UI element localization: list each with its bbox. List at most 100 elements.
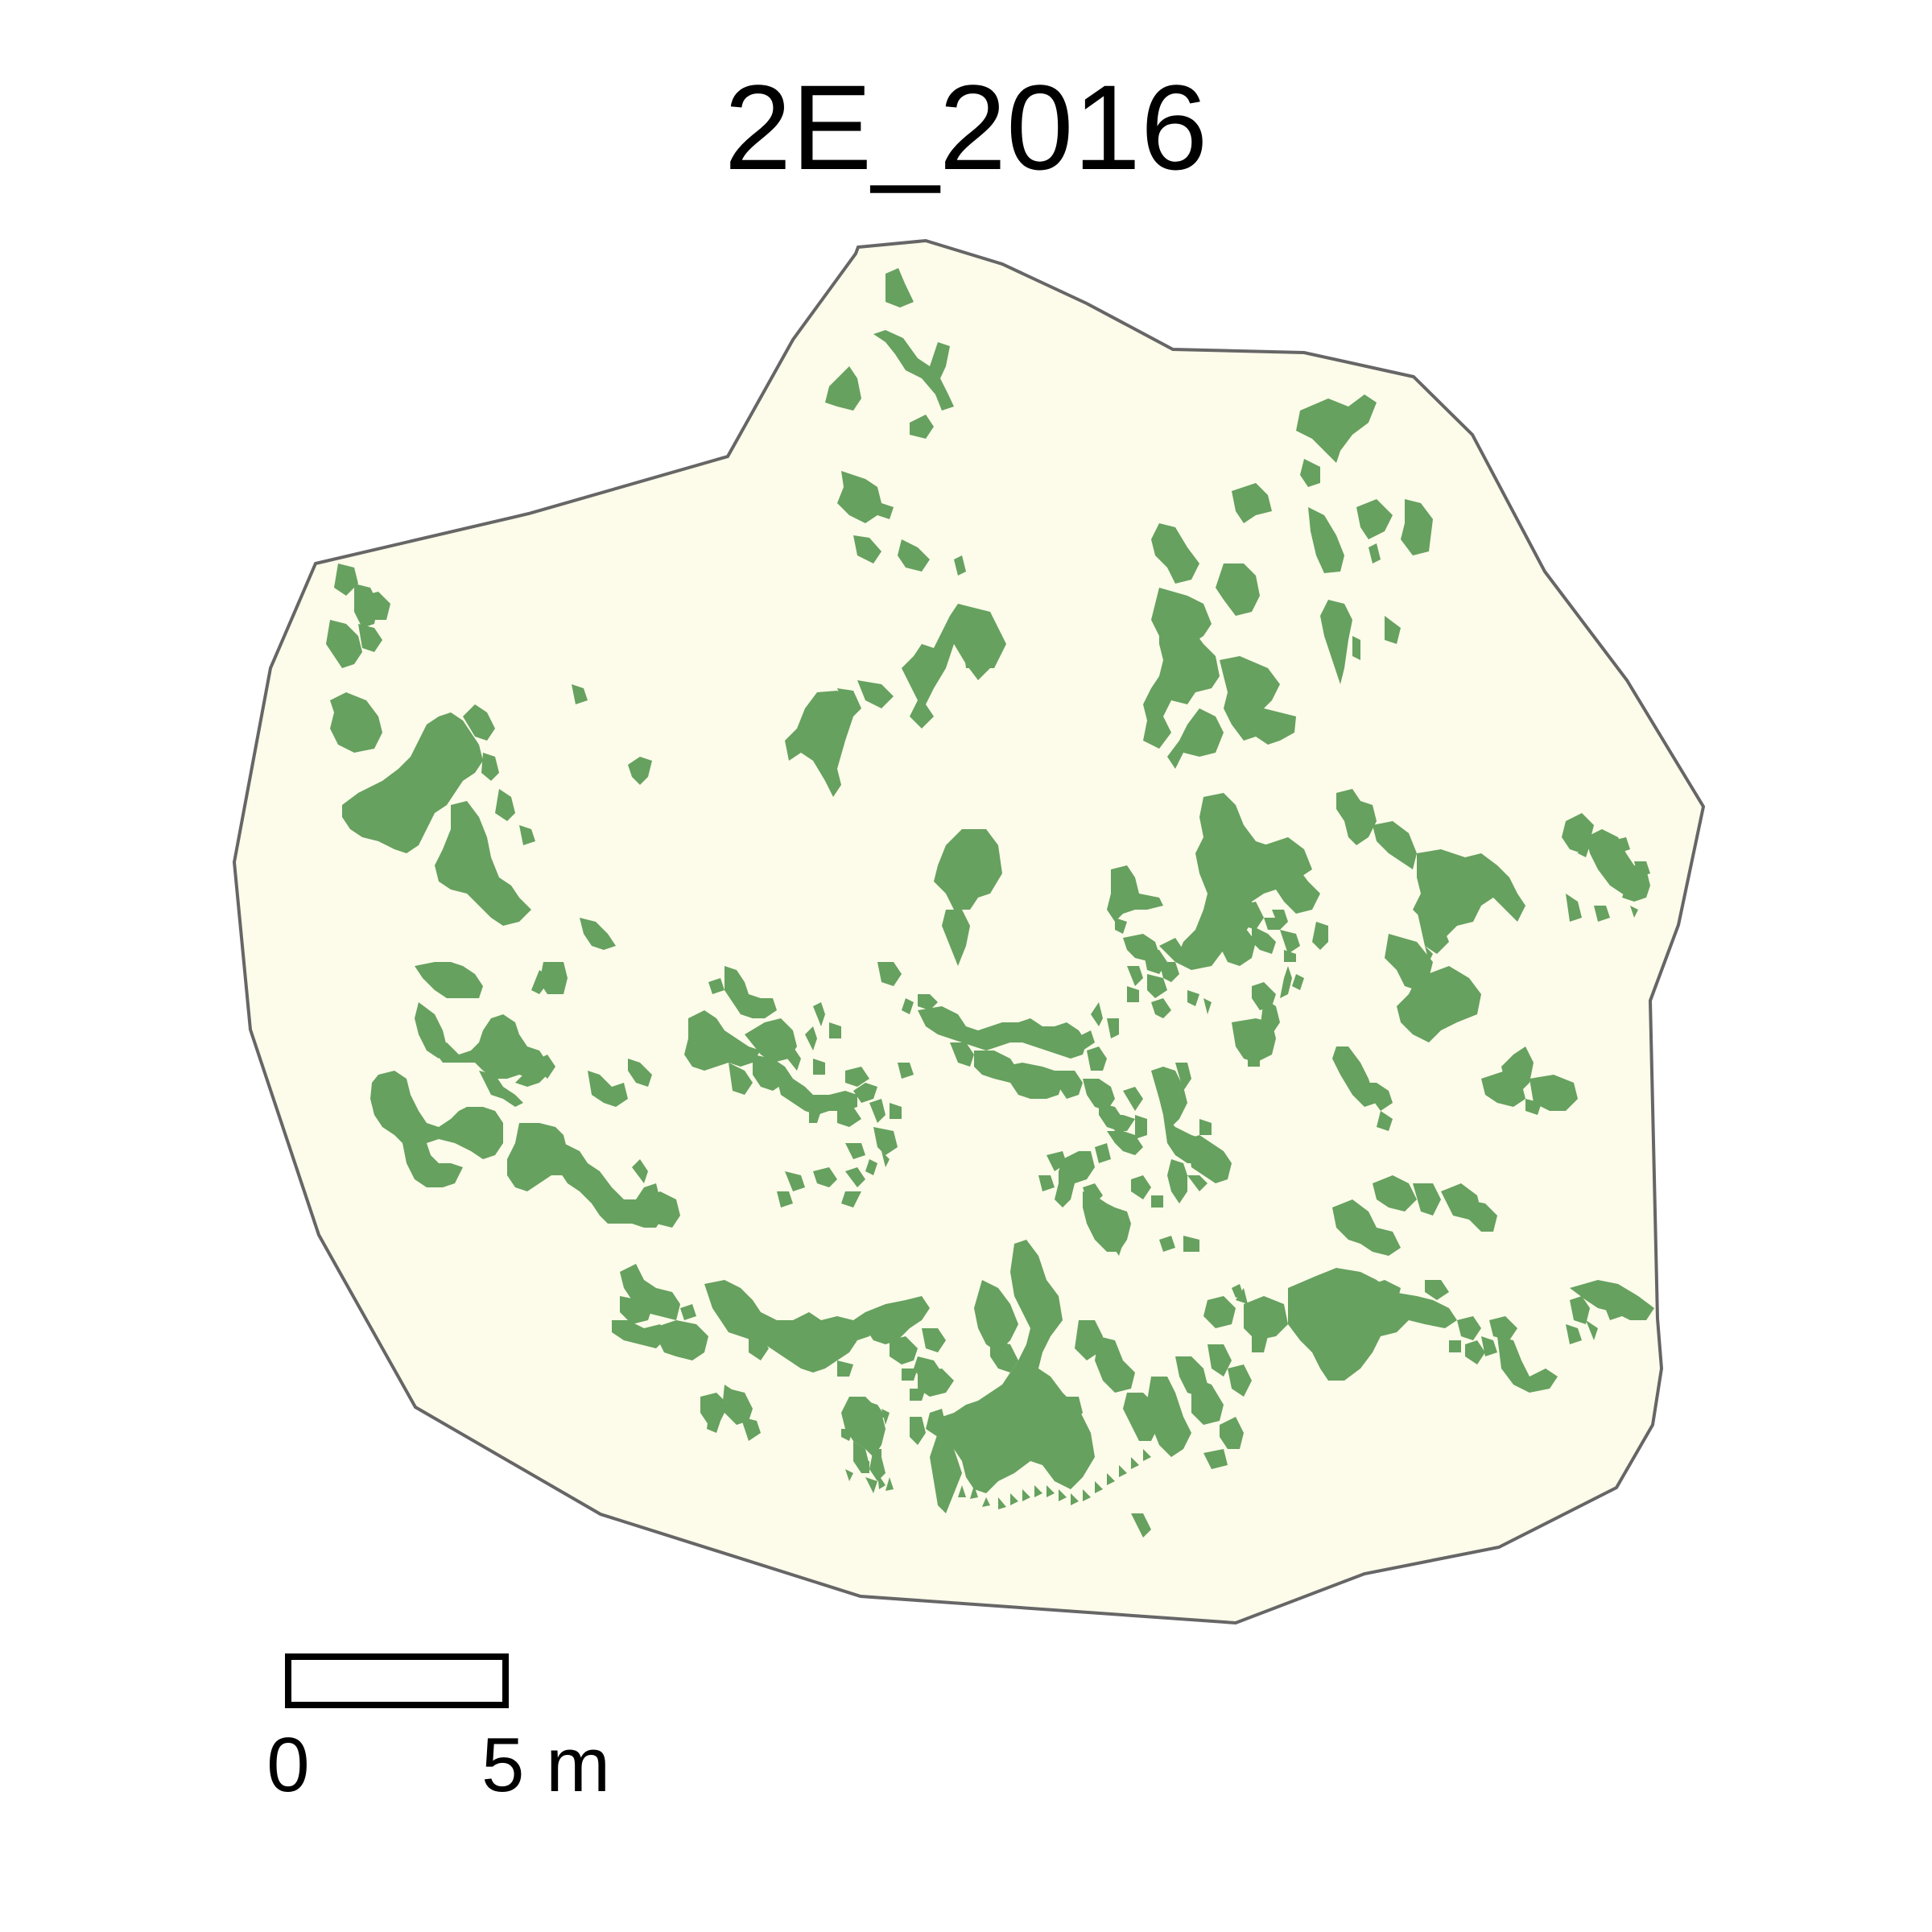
vegetation-patch [1127,986,1139,1002]
vegetation-patch [431,1014,547,1079]
vegetation-patch [1312,922,1328,950]
vegetation-patch [652,1320,708,1360]
vegetation-patch [1284,950,1296,962]
vegetation-patch [785,691,853,797]
vegetation-patch [1280,930,1300,954]
vegetation-patch [1320,600,1352,684]
vegetation-patch [1107,1473,1115,1485]
vegetation-patch [680,1304,696,1320]
vegetation-patch [1203,998,1212,1014]
vegetation-patch [370,1071,503,1187]
vegetation-patch [1147,1377,1191,1457]
vegetation-patch [1059,1489,1067,1501]
vegetation-patch [1131,1175,1151,1199]
vegetation-patch [342,712,483,853]
vegetation-patch [1622,886,1638,902]
vegetation-patch [1481,1336,1497,1356]
scale-bar: 0 5 m [266,1653,610,1808]
vegetation-patch [825,366,861,411]
vegetation-patch [1159,938,1183,962]
vegetation-patch [1606,861,1622,877]
vegetation-patch [1208,845,1224,865]
vegetation-patch [463,704,495,741]
vegetation-patch [1248,1051,1260,1067]
vegetation-patch [620,1264,680,1320]
vegetation-patch [1147,974,1167,998]
vegetation-patches [326,268,1654,1538]
vegetation-patch [869,1099,886,1123]
vegetation-patch [1449,1340,1461,1352]
vegetation-patch [1332,1046,1377,1107]
vegetation-patch [970,1485,978,1499]
vegetation-patch [922,1328,946,1352]
vegetation-patch [1385,934,1433,990]
vegetation-patch [954,555,966,576]
vegetation-patch [1252,1336,1268,1352]
vegetation-patch [1167,708,1224,769]
vegetation-patch [1602,1300,1622,1320]
vegetation-patch [837,471,894,523]
vegetation-patch [330,692,382,753]
vegetation-patch [918,1006,1087,1059]
vegetation-patch [910,1389,926,1401]
vegetation-patch [805,708,817,753]
vegetation-patch [1264,837,1312,877]
vegetation-patch [982,1497,990,1507]
vegetation-patch [1413,1183,1441,1216]
vegetation-patch [1240,902,1264,930]
vegetation-patch [1127,966,1143,986]
vegetation-patch [1232,1018,1276,1063]
vegetation-patch [507,1163,523,1183]
vegetation-patch [990,1340,1018,1373]
vegetation-patch [845,1469,853,1481]
vegetation-patch [1481,1071,1525,1107]
vegetation-patch [1368,543,1381,564]
vegetation-patch [1373,1175,1417,1212]
vegetation-patch [1413,849,1525,942]
vegetation-patch [334,564,358,596]
vegetation-patch [1352,636,1360,660]
vegetation-patch [1280,966,1292,998]
vegetation-patch [1022,1489,1030,1501]
vegetation-patch [481,753,499,781]
vegetation-patch [1187,990,1199,1006]
vegetation-patch [723,1385,737,1405]
vegetation-patch [1220,1417,1244,1449]
vegetation-patch [358,624,382,652]
vegetation-patch [809,1111,821,1123]
vegetation-patch [1034,1485,1042,1497]
vegetation-patch [1123,1087,1143,1111]
vegetation-patch [1151,1067,1187,1127]
vegetation-patch [1159,1236,1175,1252]
vegetation-patch [881,1409,890,1425]
vegetation-patch [741,1417,761,1441]
vegetation-patch [853,535,881,564]
vegetation-patch [1332,1199,1401,1256]
vegetation-patch [1220,656,1296,745]
vegetation-patch [704,1280,877,1373]
vegetation-patch [1232,1284,1244,1298]
vegetation-patch [1143,604,1220,749]
vegetation-patch [865,1401,886,1421]
vegetation-patch [1002,1063,1063,1099]
vegetation-patch [1252,861,1268,881]
vegetation-patch [829,1022,841,1038]
vegetation-patch [1566,1324,1582,1344]
vegetation-patch [1131,1513,1151,1538]
vegetation-patch [1095,1481,1103,1493]
vegetation-patch [865,1296,930,1344]
vegetation-patch [1107,1115,1135,1131]
vegetation-patch [507,1123,576,1191]
vegetation-patch [902,1368,918,1381]
vegetation-patch [845,1167,865,1187]
vegetation-patch [1465,1340,1485,1364]
vegetation-patch [1530,1075,1578,1111]
vegetation-patch [1111,1244,1123,1256]
vegetation-patch [805,1026,817,1051]
vegetation-patch [1336,789,1377,845]
vegetation-patch [998,1497,1006,1509]
vegetation-patch [886,1477,894,1491]
vegetation-patch [845,1143,865,1159]
vegetation-patch [1115,918,1127,934]
